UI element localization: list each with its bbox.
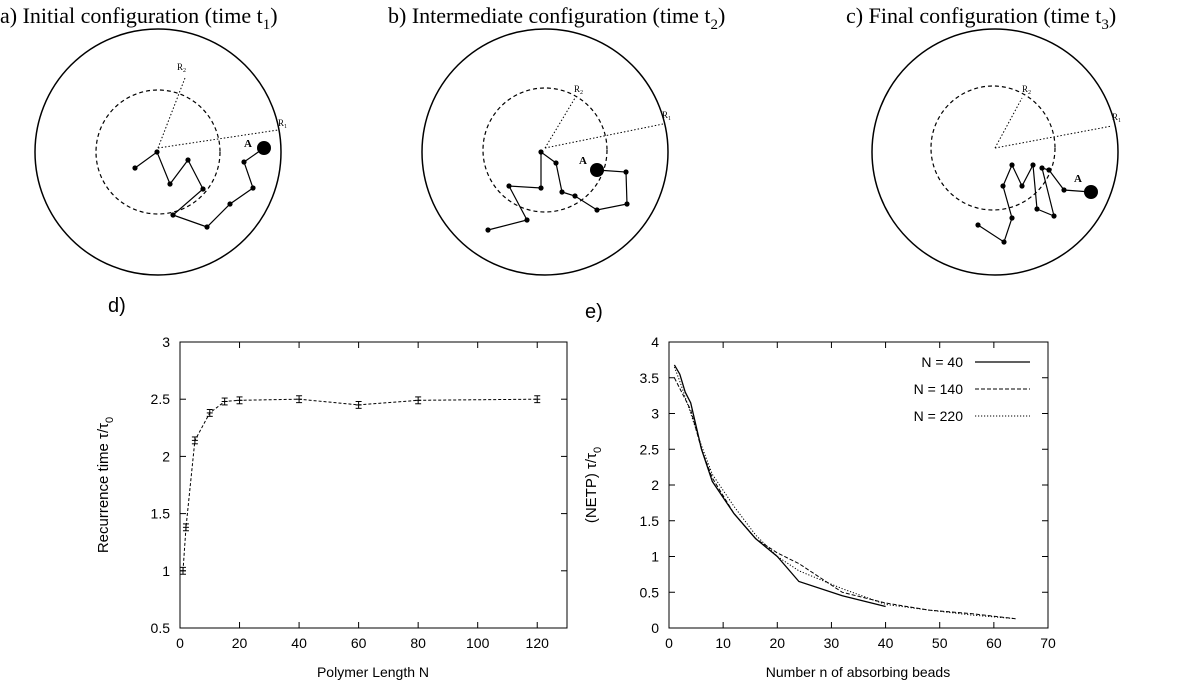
outer-circle bbox=[871, 28, 1119, 276]
y-tick-label: 1.5 bbox=[151, 506, 171, 522]
y-tick-label: 0.5 bbox=[640, 584, 660, 600]
y-tick-label: 3.5 bbox=[640, 370, 660, 386]
label-r2: R2 bbox=[1022, 84, 1031, 96]
y-tick-label: 4 bbox=[651, 334, 659, 350]
chart-d: d) 0 20 40 60 80 100 120 0.5 1 1.5 2 2.5 3 Polymer L… bbox=[95, 295, 568, 680]
radius-r2 bbox=[994, 97, 1023, 149]
y-tick-label: 2 bbox=[651, 477, 659, 493]
label-r1: R1 bbox=[1112, 112, 1121, 124]
radius-r2 bbox=[544, 97, 576, 149]
x-tick-label: 0 bbox=[176, 635, 184, 651]
chart-d-plot-frame bbox=[179, 341, 568, 629]
inner-circle bbox=[482, 87, 608, 213]
y-tick-label: 2 bbox=[162, 448, 170, 464]
outer-circle bbox=[421, 28, 669, 276]
outer-circle bbox=[34, 28, 282, 276]
chart-e-panel-label: e) bbox=[585, 301, 603, 323]
label-target: A bbox=[1074, 173, 1082, 185]
chart-e-x-axis-label: Number n of absorbing beads bbox=[766, 664, 950, 680]
polymer-beads bbox=[485, 149, 630, 233]
label-target: A bbox=[244, 138, 252, 150]
x-tick-label: 70 bbox=[1040, 635, 1056, 651]
diagram-b: R2 R1 A bbox=[421, 28, 671, 276]
panel-c-title: c) Final configuration (time t3) bbox=[846, 3, 1116, 33]
chart-d-panel-label: d) bbox=[108, 295, 126, 317]
target-site bbox=[1084, 185, 1098, 199]
radius-r1 bbox=[544, 123, 664, 149]
chart-e: e) 0 10 20 30 40 50 60 70 0 0.5 1 1.5 2 2.5 3 3.5 4 N = … bbox=[583, 301, 1056, 680]
y-tick-label: 2.5 bbox=[151, 391, 171, 407]
x-tick-label: 50 bbox=[932, 635, 948, 651]
x-tick-label: 60 bbox=[986, 635, 1002, 651]
polymer-beads bbox=[975, 162, 1067, 245]
legend-label: N = 140 bbox=[914, 381, 964, 397]
chart-d-y-axis-label: Recurrence time τ/τ0 bbox=[95, 417, 116, 553]
x-tick-label: 120 bbox=[526, 635, 550, 651]
chart-e-plot-frame bbox=[668, 341, 1049, 629]
inner-circle bbox=[930, 85, 1056, 211]
inner-circle bbox=[95, 89, 221, 215]
x-tick-label: 20 bbox=[232, 635, 248, 651]
series-line-2 bbox=[673, 377, 1016, 620]
x-tick-label: 60 bbox=[351, 635, 367, 651]
x-tick-label: 100 bbox=[466, 635, 490, 651]
radius-r1 bbox=[994, 125, 1113, 149]
label-r2: R2 bbox=[177, 62, 186, 74]
x-tick-label: 10 bbox=[715, 635, 731, 651]
panel-a-title: a) Initial configuration (time t1) bbox=[0, 3, 278, 33]
y-tick-label: 1 bbox=[651, 549, 659, 565]
x-tick-label: 30 bbox=[824, 635, 840, 651]
x-tick-label: 40 bbox=[291, 635, 307, 651]
polymer-chain bbox=[487, 150, 628, 231]
x-tick-label: 80 bbox=[410, 635, 426, 651]
y-tick-label: 0 bbox=[651, 620, 659, 636]
legend-label: N = 40 bbox=[921, 354, 963, 370]
x-tick-label: 0 bbox=[665, 635, 673, 651]
series-line-1 bbox=[182, 398, 538, 571]
label-r2: R2 bbox=[574, 84, 583, 96]
radius-r1 bbox=[157, 129, 279, 149]
target-site bbox=[257, 141, 271, 155]
radius-r2 bbox=[157, 77, 186, 149]
y-tick-label: 3 bbox=[651, 406, 659, 422]
label-target: A bbox=[579, 155, 587, 167]
y-tick-label: 3 bbox=[162, 334, 170, 350]
target-site bbox=[590, 163, 604, 177]
y-tick-label: 1.5 bbox=[640, 513, 660, 529]
legend-label: N = 220 bbox=[914, 408, 964, 424]
polymer-beads bbox=[132, 149, 256, 230]
x-tick-label: 40 bbox=[878, 635, 894, 651]
y-tick-label: 0.5 bbox=[151, 620, 171, 636]
series-line-3 bbox=[673, 366, 1016, 620]
chart-d-x-axis-label: Polymer Length N bbox=[317, 664, 429, 680]
x-tick-label: 20 bbox=[769, 635, 785, 651]
chart-e-y-axis-label: (NETP) τ/τ0 bbox=[583, 447, 604, 523]
y-tick-label: 1 bbox=[162, 563, 170, 579]
y-tick-label: 2.5 bbox=[640, 441, 660, 457]
label-r1: R1 bbox=[278, 118, 287, 130]
diagram-a: R2 R1 A bbox=[34, 28, 287, 276]
diagram-c: R2 R1 A bbox=[871, 28, 1121, 276]
panel-b-title: b) Intermediate configuration (time t2) bbox=[388, 3, 725, 33]
label-r1: R1 bbox=[662, 110, 671, 122]
series-line-1 bbox=[673, 364, 886, 608]
